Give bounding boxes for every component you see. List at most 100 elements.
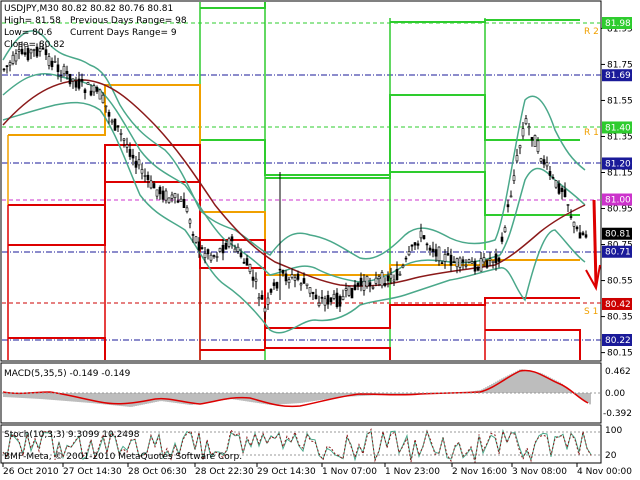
macd-bar xyxy=(161,393,163,402)
candlesticks xyxy=(2,41,588,320)
macd-bar xyxy=(27,393,29,399)
candle-body xyxy=(338,296,342,307)
macd-bar xyxy=(337,393,339,398)
macd-bar xyxy=(221,393,223,401)
candle-body xyxy=(347,286,351,296)
price-tag-label: 81.40 xyxy=(605,123,631,133)
macd-bar xyxy=(83,393,85,403)
candle-body xyxy=(413,242,417,246)
macd-bar xyxy=(239,393,241,401)
macd-bar xyxy=(495,381,497,393)
macd-bar xyxy=(23,393,25,399)
price-tag xyxy=(602,17,632,29)
candle-body xyxy=(470,261,474,264)
macd-bar xyxy=(505,376,507,393)
bollinger-mid xyxy=(2,73,586,283)
macd-bar xyxy=(231,393,233,400)
macd-bar xyxy=(557,381,559,393)
macd-bar xyxy=(61,393,63,401)
macd-bar xyxy=(187,393,189,405)
macd-bar xyxy=(565,387,567,393)
candle-body xyxy=(473,260,477,272)
macd-bar xyxy=(85,393,87,403)
macd-bar xyxy=(201,393,203,404)
candle-body xyxy=(125,144,129,148)
candle-body xyxy=(533,135,537,147)
stoch-tick-bot: 20 xyxy=(605,451,617,461)
candle-body xyxy=(524,118,528,125)
price-tag xyxy=(602,157,632,170)
candle-body xyxy=(341,295,345,300)
macd-bar xyxy=(97,393,99,404)
candle-body xyxy=(482,257,486,263)
price-tick-label: 81.35 xyxy=(607,132,633,142)
stoch-tick-top: 100 xyxy=(605,426,622,436)
candle-body xyxy=(485,260,489,268)
price-chart-area[interactable] xyxy=(0,0,602,362)
copyright: BMF-Meta, © 2001-2010 MetaQuotes Softwar… xyxy=(4,452,242,462)
candle-body xyxy=(527,126,531,129)
macd-bar xyxy=(287,393,289,404)
time-tick-label: 3 Nov 08:00 xyxy=(512,467,567,477)
candle-body xyxy=(254,278,258,282)
candle-body xyxy=(560,187,564,192)
candle-body xyxy=(584,234,588,238)
macd-bar xyxy=(47,393,49,400)
macd-bar xyxy=(183,393,185,405)
macd-bar xyxy=(527,370,529,393)
macd-bar xyxy=(489,385,491,393)
macd-bar xyxy=(101,393,103,405)
candle-body xyxy=(545,162,549,167)
candle-body xyxy=(437,246,441,262)
candle-body xyxy=(464,264,468,267)
macd-bar xyxy=(87,393,89,403)
macd-bar xyxy=(55,393,57,401)
moving-average xyxy=(2,79,586,287)
price-tag xyxy=(602,245,632,258)
candle-body xyxy=(260,294,264,300)
candle-body xyxy=(269,288,273,293)
candle-body xyxy=(242,261,246,264)
candle-body xyxy=(572,221,576,227)
macd-bar xyxy=(41,393,43,400)
candle-body xyxy=(578,232,582,239)
macd-bar xyxy=(49,393,51,400)
stoch-signal-line xyxy=(2,427,592,463)
candle-body xyxy=(89,90,93,96)
candle-body xyxy=(443,254,447,262)
candle-body xyxy=(137,159,141,166)
candle-body xyxy=(536,140,540,152)
macd-bar xyxy=(325,393,327,400)
candle-body xyxy=(530,136,534,141)
candle-body xyxy=(329,297,333,303)
macd-bar xyxy=(585,393,587,402)
price-tick-label: 81.95 xyxy=(607,24,633,34)
candle-body xyxy=(356,282,360,287)
macd-bar xyxy=(291,393,293,404)
macd-bar xyxy=(569,390,571,393)
macd-bar xyxy=(273,393,275,405)
macd-bar xyxy=(13,393,15,398)
candle-body xyxy=(227,238,231,247)
candle-body xyxy=(149,180,153,189)
time-tick-label: 29 Oct 14:30 xyxy=(257,467,316,477)
macd-bar xyxy=(175,393,177,403)
candle-body xyxy=(467,259,471,263)
macd-bar xyxy=(151,393,153,403)
macd-bar xyxy=(11,393,13,398)
pivot-label-r2: R 2 xyxy=(584,27,599,37)
macd-bar xyxy=(517,370,519,393)
price-tag xyxy=(602,297,632,310)
candle-body xyxy=(11,54,15,64)
projection-arrow xyxy=(592,199,598,286)
macd-bar xyxy=(503,377,505,393)
candle-body xyxy=(80,79,84,82)
macd-bar xyxy=(91,393,93,404)
macd-bar xyxy=(313,393,315,402)
macd-bar xyxy=(169,393,171,403)
candle-body xyxy=(128,149,132,157)
candle-body xyxy=(419,230,423,239)
price-tag-label: 80.42 xyxy=(605,300,631,310)
macd-bar xyxy=(21,393,23,398)
macd-bar xyxy=(391,393,393,395)
